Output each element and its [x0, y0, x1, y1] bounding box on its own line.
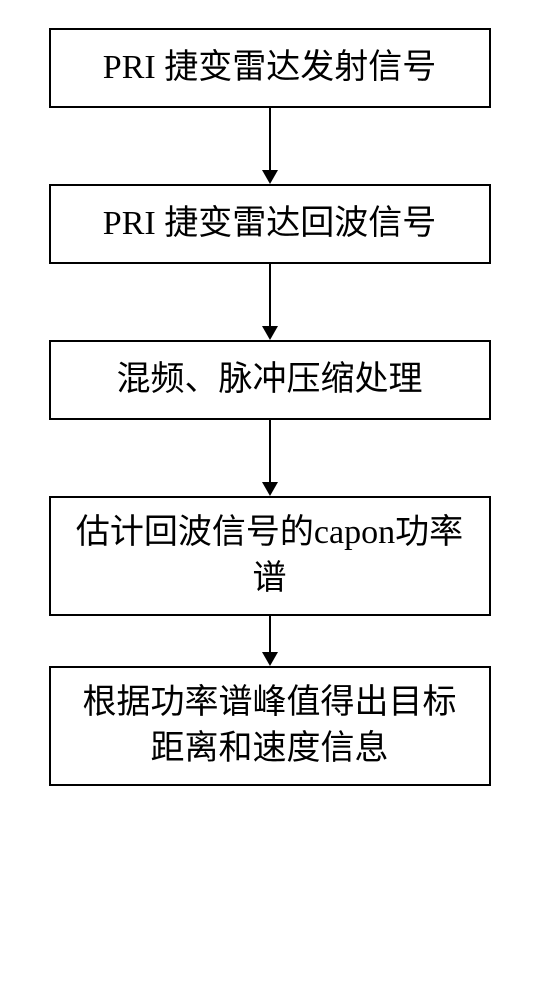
arrow-line: [269, 616, 271, 652]
flowchart-node-3: 混频、脉冲压缩处理: [49, 340, 491, 420]
arrow-line: [269, 264, 271, 326]
flowchart-node-1: PRI 捷变雷达发射信号: [49, 28, 491, 108]
flowchart-arrow-3: [262, 420, 278, 496]
arrow-line: [269, 108, 271, 170]
arrow-head-icon: [262, 482, 278, 496]
flowchart-node-2: PRI 捷变雷达回波信号: [49, 184, 491, 264]
arrow-head-icon: [262, 652, 278, 666]
arrow-head-icon: [262, 170, 278, 184]
flowchart-arrow-4: [262, 616, 278, 666]
flowchart-arrow-1: [262, 108, 278, 184]
flowchart-node-4: 估计回波信号的capon功率谱: [49, 496, 491, 616]
node-text: 估计回波信号的capon功率谱: [69, 510, 471, 602]
flowchart-arrow-2: [262, 264, 278, 340]
node-text: 根据功率谱峰值得出目标距离和速度信息: [69, 680, 471, 772]
arrow-head-icon: [262, 326, 278, 340]
arrow-line: [269, 420, 271, 482]
node-text: PRI 捷变雷达回波信号: [103, 201, 436, 247]
flowchart-node-5: 根据功率谱峰值得出目标距离和速度信息: [49, 666, 491, 786]
node-text: 混频、脉冲压缩处理: [117, 357, 423, 403]
node-text: PRI 捷变雷达发射信号: [103, 45, 436, 91]
